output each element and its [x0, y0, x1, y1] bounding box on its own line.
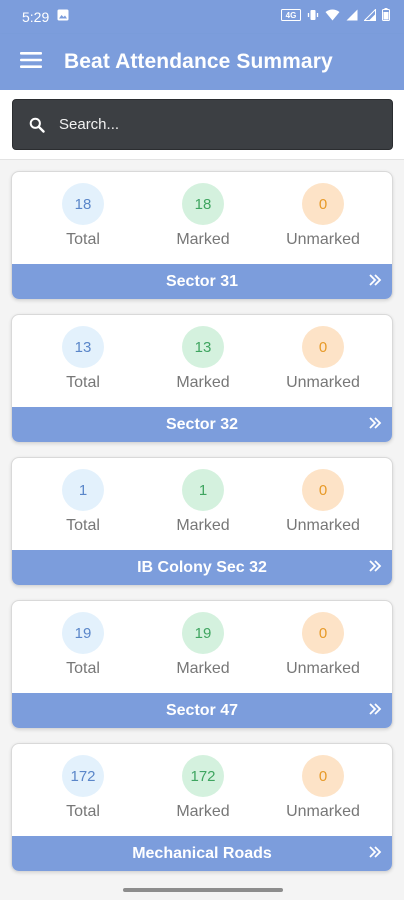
marked-stat: 13 Marked: [143, 326, 263, 392]
beat-card[interactable]: 13 Total 13 Marked 0 Unmarked Sector 32: [11, 314, 393, 443]
beat-name-bar[interactable]: Mechanical Roads: [12, 836, 392, 871]
marked-count: 18: [182, 183, 224, 225]
double-chevron-right-icon: [368, 559, 382, 578]
unmarked-stat: 0 Unmarked: [263, 612, 383, 678]
vibrate-icon: [307, 8, 319, 26]
total-label: Total: [66, 660, 100, 677]
total-count: 18: [62, 183, 104, 225]
unmarked-count: 0: [302, 469, 344, 511]
total-count: 13: [62, 326, 104, 368]
unmarked-count: 0: [302, 612, 344, 654]
total-label: Total: [66, 374, 100, 391]
unmarked-stat: 0 Unmarked: [263, 755, 383, 821]
beat-name-bar[interactable]: Sector 47: [12, 693, 392, 728]
beat-stats: 13 Total 13 Marked 0 Unmarked: [12, 315, 392, 407]
image-icon: [57, 8, 69, 26]
total-count: 172: [62, 755, 104, 797]
beat-card[interactable]: 1 Total 1 Marked 0 Unmarked IB Colony Se…: [11, 457, 393, 586]
beat-card[interactable]: 172 Total 172 Marked 0 Unmarked Mechanic…: [11, 743, 393, 872]
total-count: 19: [62, 612, 104, 654]
beat-name: Sector 31: [165, 272, 239, 290]
unmarked-label: Unmarked: [286, 803, 360, 820]
wifi-icon: [325, 8, 340, 26]
total-stat: 1 Total: [23, 469, 143, 535]
beat-name: Sector 32: [165, 415, 239, 433]
total-stat: 19 Total: [23, 612, 143, 678]
volte-icon: 4G: [281, 8, 301, 26]
beat-card[interactable]: 19 Total 19 Marked 0 Unmarked Sector 47: [11, 600, 393, 729]
beat-name-bar[interactable]: Sector 32: [12, 407, 392, 442]
total-label: Total: [66, 517, 100, 534]
unmarked-count: 0: [302, 755, 344, 797]
total-stat: 172 Total: [23, 755, 143, 821]
menu-icon: [20, 51, 42, 74]
page-title: Beat Attendance Summary: [64, 50, 333, 73]
unmarked-stat: 0 Unmarked: [263, 469, 383, 535]
signal-icon: [363, 8, 376, 26]
marked-stat: 19 Marked: [143, 612, 263, 678]
beat-name-bar[interactable]: IB Colony Sec 32: [12, 550, 392, 585]
unmarked-count: 0: [302, 183, 344, 225]
double-chevron-right-icon: [368, 702, 382, 721]
unmarked-label: Unmarked: [286, 517, 360, 534]
status-bar: 5:29 4G: [0, 0, 404, 34]
total-label: Total: [66, 231, 100, 248]
total-stat: 18 Total: [23, 183, 143, 249]
app-bar: Beat Attendance Summary: [0, 34, 404, 90]
search-input[interactable]: [59, 116, 359, 133]
marked-label: Marked: [176, 660, 230, 677]
beat-stats: 19 Total 19 Marked 0 Unmarked: [12, 601, 392, 693]
beat-name: IB Colony Sec 32: [137, 558, 267, 576]
unmarked-stat: 0 Unmarked: [263, 183, 383, 249]
search-icon: [15, 117, 59, 133]
marked-stat: 18 Marked: [143, 183, 263, 249]
double-chevron-right-icon: [368, 273, 382, 292]
marked-label: Marked: [176, 803, 230, 820]
marked-label: Marked: [176, 374, 230, 391]
beat-name: Sector 47: [165, 701, 239, 719]
marked-count: 19: [182, 612, 224, 654]
total-stat: 13 Total: [23, 326, 143, 392]
double-chevron-right-icon: [368, 845, 382, 864]
beat-card[interactable]: 18 Total 18 Marked 0 Unmarked Sector 31: [11, 171, 393, 300]
marked-label: Marked: [176, 517, 230, 534]
total-count: 1: [62, 469, 104, 511]
beat-stats: 172 Total 172 Marked 0 Unmarked: [12, 744, 392, 836]
search-bar[interactable]: [12, 99, 393, 150]
signal-icon: [346, 8, 358, 26]
marked-count: 13: [182, 326, 224, 368]
marked-label: Marked: [176, 231, 230, 248]
status-time: 5:29: [22, 9, 50, 25]
beat-name-bar[interactable]: Sector 31: [12, 264, 392, 299]
battery-icon: [382, 8, 390, 26]
home-indicator[interactable]: [123, 888, 283, 892]
svg-text:4G: 4G: [286, 11, 297, 20]
beat-name: Mechanical Roads: [132, 844, 272, 862]
marked-count: 172: [182, 755, 224, 797]
double-chevron-right-icon: [368, 416, 382, 435]
search-bar-container: [0, 90, 404, 160]
marked-stat: 1 Marked: [143, 469, 263, 535]
unmarked-label: Unmarked: [286, 660, 360, 677]
menu-button[interactable]: [0, 34, 62, 90]
beat-stats: 18 Total 18 Marked 0 Unmarked: [12, 172, 392, 264]
unmarked-label: Unmarked: [286, 231, 360, 248]
marked-count: 1: [182, 469, 224, 511]
unmarked-stat: 0 Unmarked: [263, 326, 383, 392]
total-label: Total: [66, 803, 100, 820]
beat-stats: 1 Total 1 Marked 0 Unmarked: [12, 458, 392, 550]
marked-stat: 172 Marked: [143, 755, 263, 821]
unmarked-label: Unmarked: [286, 374, 360, 391]
unmarked-count: 0: [302, 326, 344, 368]
